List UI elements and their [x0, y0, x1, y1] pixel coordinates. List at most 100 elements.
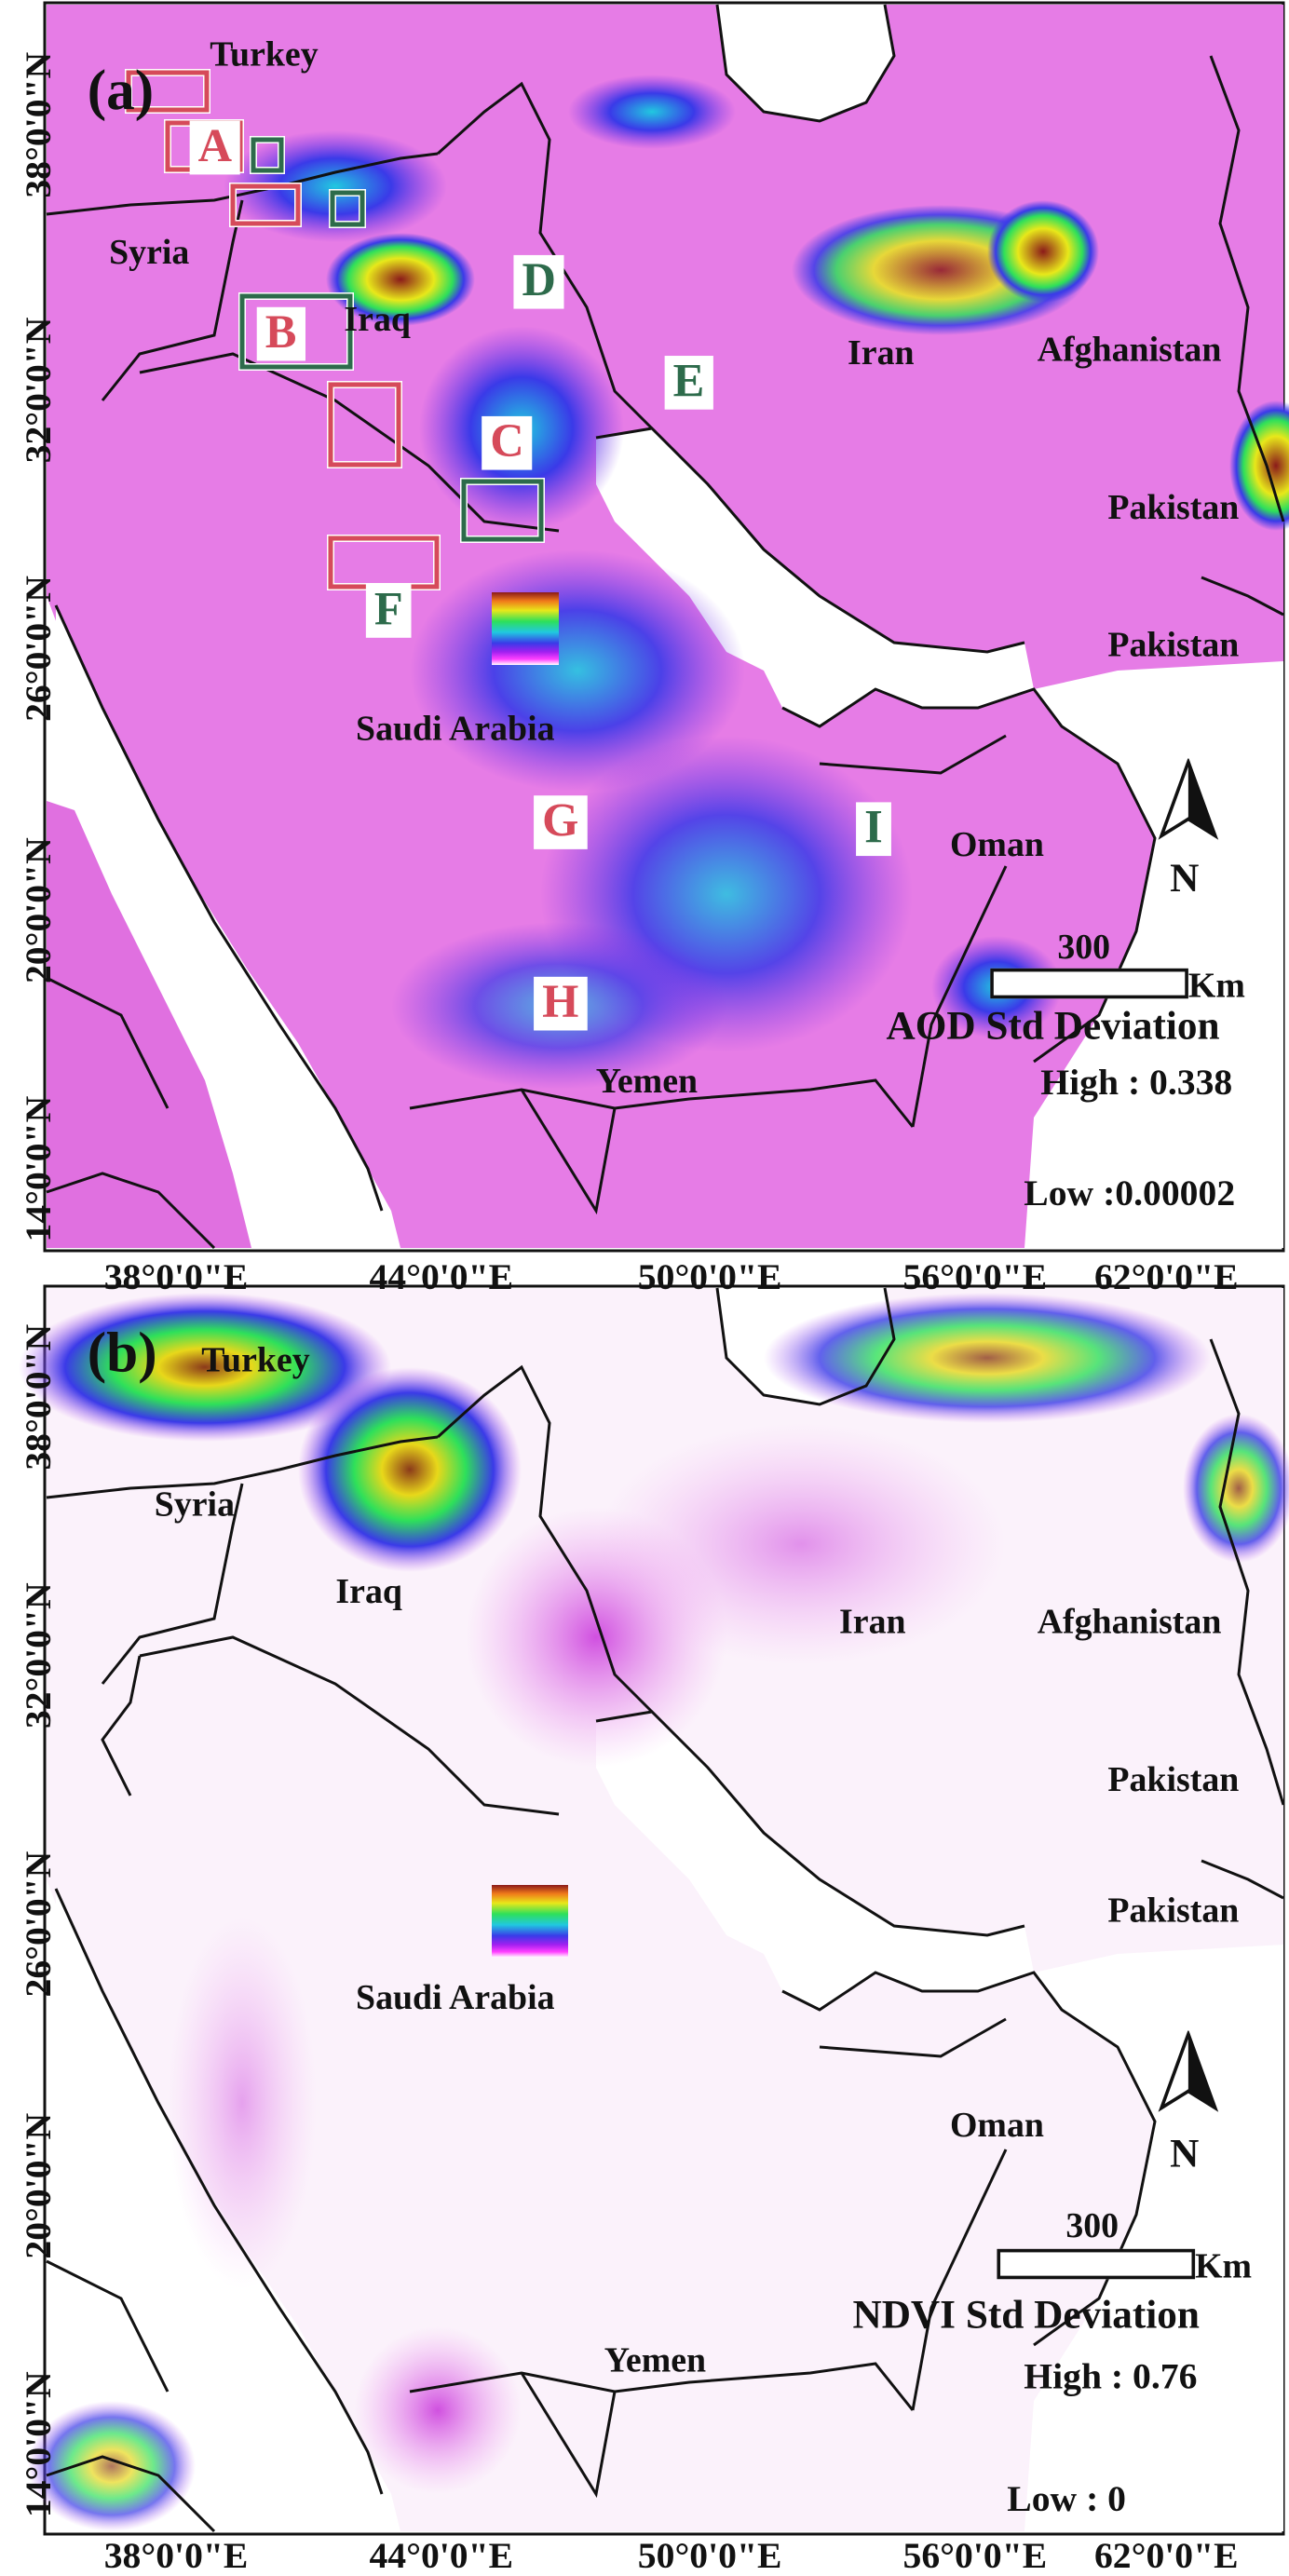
country-label-afghanistan: Afghanistan	[1037, 1601, 1222, 1642]
lat-label-26: 26°0'0"N	[17, 576, 60, 722]
country-label-syria: Syria	[109, 231, 190, 272]
country-label-turkey: Turkey	[210, 34, 319, 75]
country-borders	[46, 1287, 1285, 2533]
country-label-oman: Oman	[949, 2104, 1044, 2146]
arabian-sea	[1024, 1945, 1283, 2531]
caspian-sea	[717, 5, 894, 121]
country-label-pakistan-2: Pakistan	[1107, 1890, 1240, 1931]
country-label-iraq: Iraq	[344, 298, 411, 340]
border-arabian-coast	[781, 1971, 1157, 2347]
border-gulf-coast	[595, 1710, 1025, 1937]
country-label-syria: Syria	[154, 1484, 236, 1525]
north-arrow-icon	[1158, 2030, 1219, 2112]
lat-label-38: 38°0'0"N	[17, 51, 60, 198]
scale-value: 300	[1057, 926, 1111, 968]
persian-gulf	[596, 428, 1034, 726]
border-iraq-iran	[436, 1364, 654, 1714]
border-saudi-oman-south	[911, 2149, 1008, 2411]
lat-label-32: 32°0'0"N	[17, 317, 60, 464]
lat-label-14: 14°0'0"N	[17, 2371, 60, 2518]
border-yemen-notch	[520, 2372, 617, 2499]
legend-high: High : 0.338	[1040, 1060, 1233, 1103]
north-label: N	[1170, 857, 1200, 902]
country-label-iraq: Iraq	[335, 1570, 402, 1612]
lon-label-50: 50°0'0"E	[637, 2534, 782, 2576]
legend-high: High : 0.76	[1024, 2354, 1198, 2397]
north-label: N	[1170, 2133, 1200, 2177]
border-iran-afghanistan	[1209, 55, 1285, 522]
border-gulf-coast	[595, 427, 1025, 654]
border-redsea-coast	[54, 604, 384, 1212]
ndvi-afghan-east	[1183, 1414, 1289, 1563]
lon-label-38: 38°0'0"E	[103, 1254, 249, 1298]
country-label-iran: Iran	[839, 1601, 906, 1642]
aod-hotspot-iraq	[326, 233, 475, 326]
country-label-yemen: Yemen	[604, 2339, 707, 2380]
border-iraq-iran	[436, 81, 654, 430]
lon-label-62: 62°0'0"E	[1093, 2534, 1239, 2576]
legend-low: Low :0.00002	[1024, 1171, 1236, 1213]
country-label-oman: Oman	[949, 823, 1044, 865]
lat-label-20: 20°0'0"N	[17, 837, 60, 984]
scale-value: 300	[1065, 2204, 1119, 2246]
border-africa-1	[46, 2259, 170, 2393]
legend-color-ramp	[492, 592, 559, 665]
lat-label-14: 14°0'0"N	[17, 1095, 60, 1242]
ndvi-turkey-band	[19, 1293, 391, 1442]
region-label-i: I	[856, 802, 891, 857]
panel-b-ndvi-map	[0, 1283, 1289, 2567]
ndvi-zagros	[298, 1367, 522, 1572]
panel-tag: (b)	[87, 1322, 157, 1385]
scale-bar	[997, 2248, 1196, 2280]
lon-label-38: 38°0'0"E	[103, 2534, 249, 2576]
border-syria-iraq	[101, 199, 244, 401]
ndvi-yemen-west	[354, 2326, 522, 2494]
region-label-b: B	[256, 306, 305, 361]
lat-label-26: 26°0'0"N	[17, 1851, 60, 1998]
country-label-afghanistan: Afghanistan	[1037, 329, 1222, 370]
border-turkey-syria	[46, 1435, 439, 1499]
border-redsea-coast	[54, 1888, 384, 2495]
ndvi-caspian-shore	[764, 1293, 1211, 1423]
lat-label-20: 20°0'0"N	[17, 2112, 60, 2259]
region-label-e: E	[664, 356, 713, 410]
legend-title: AOD Std Deviation	[886, 1005, 1220, 1050]
region-label-a: A	[189, 120, 241, 175]
scale-unit: Km	[1187, 965, 1245, 1006]
country-label-yemen: Yemen	[595, 1060, 699, 1102]
scale-bar	[990, 968, 1188, 999]
region-label-d: D	[513, 254, 564, 309]
country-label-iran: Iran	[848, 332, 915, 373]
border-iran-afghanistan	[1209, 1338, 1285, 1806]
border-saudi-oman-south	[911, 865, 1008, 1128]
legend-color-ramp	[492, 1885, 568, 1958]
lon-label-62: 62°0'0"E	[1093, 1254, 1239, 1298]
country-label-saudi-arabia: Saudi Arabia	[356, 1976, 555, 2018]
border-iran-pakistan	[1201, 1859, 1284, 1900]
border-africa-1	[46, 976, 170, 1109]
border-syria-iraq	[101, 1483, 244, 1685]
country-label-pakistan-2: Pakistan	[1107, 624, 1240, 665]
map-area	[19, 1287, 1289, 2533]
red-sea	[56, 605, 382, 1211]
north-arrow-icon	[1158, 758, 1219, 840]
region-label-g: G	[534, 795, 588, 849]
panel-tag: (a)	[87, 60, 155, 123]
lon-label-50: 50°0'0"E	[637, 1254, 782, 1298]
border-saudi-oman	[819, 2017, 1007, 2058]
border-africa-2	[46, 1172, 216, 1250]
border-iraq-saudi	[139, 1635, 560, 1816]
legend-low: Low : 0	[1007, 2476, 1127, 2519]
ndvi-arabia-west	[168, 1917, 317, 2289]
border-arabian-coast	[781, 687, 1157, 1064]
lat-label-32: 32°0'0"N	[17, 1582, 60, 1729]
scale-unit: Km	[1195, 2245, 1253, 2286]
ndvi-iran-central	[596, 1423, 1006, 1665]
border-saudi-oman	[819, 734, 1007, 775]
lon-label-56: 56°0'0"E	[902, 1254, 1048, 1298]
country-borders	[46, 4, 1285, 1250]
border-iran-pakistan	[1201, 576, 1284, 617]
aod-hotspot-iran-east	[987, 200, 1099, 303]
aod-hotspot-afghanistan	[1229, 400, 1289, 531]
